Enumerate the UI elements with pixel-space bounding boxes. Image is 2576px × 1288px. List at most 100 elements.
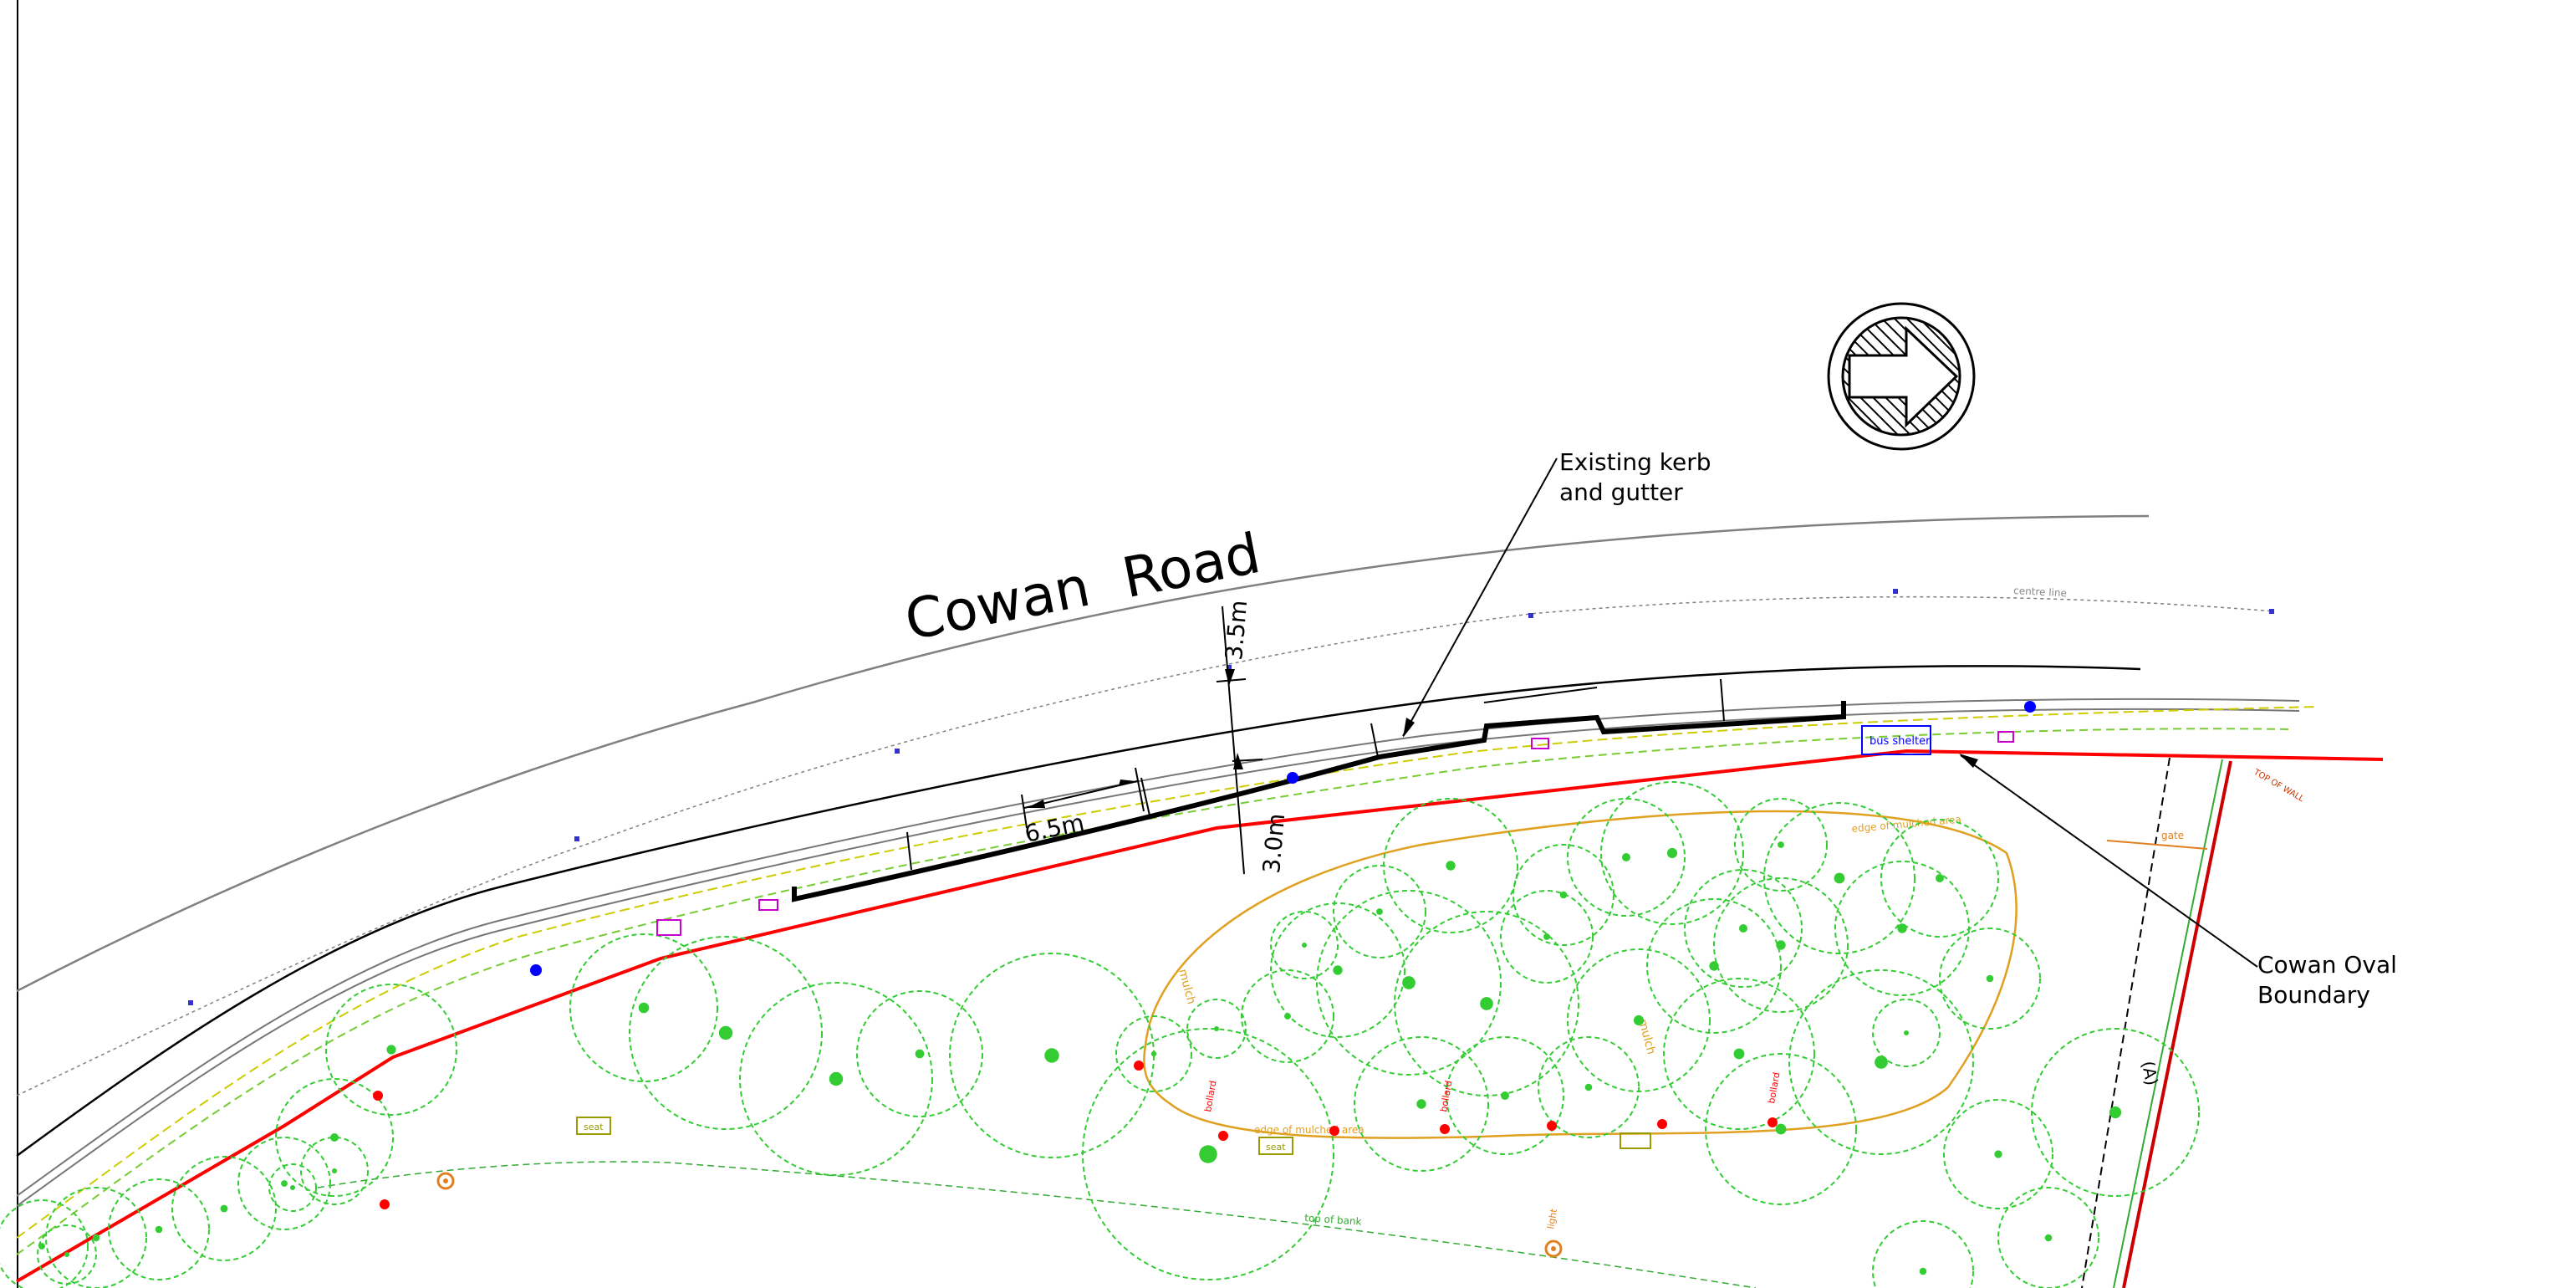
kerb-callout-1: Existing kerb <box>1559 448 1711 476</box>
tree-trunk <box>1834 872 1845 884</box>
tree-canopy <box>1538 1036 1640 1138</box>
bus-shelter-label: bus shelter <box>1870 735 1931 748</box>
seat-label-2: seat <box>1266 1142 1286 1153</box>
kerb-line-a <box>16 698 2300 1197</box>
tree-trunk <box>1284 1013 1291 1020</box>
tree-trunk <box>2044 1234 2053 1242</box>
lights <box>436 1172 1563 1258</box>
tree-canopy <box>1880 819 1999 938</box>
top-of-bank-label: top of bank <box>1304 1212 1362 1228</box>
edge-mulched-label: edge of mulched area <box>1254 1124 1365 1136</box>
edge-mulched-label-2: edge of mulched area <box>1851 814 1961 835</box>
gate-label: gate <box>2161 830 2184 841</box>
road-name: Cowan Road <box>900 521 1265 653</box>
tree-canopy <box>45 1187 147 1288</box>
tree-trunk <box>1919 1267 1927 1275</box>
tree-trunk <box>1150 1050 1157 1057</box>
top-of-bank <box>317 1161 1757 1288</box>
tree-canopy <box>1705 1053 1857 1205</box>
tree-canopy <box>268 1163 317 1212</box>
marker-a: (A) <box>2138 1060 2162 1087</box>
tree-trunk <box>290 1185 295 1190</box>
tree-canopy <box>1943 1099 2053 1209</box>
tree-canopy <box>37 1224 97 1285</box>
tree-canopy <box>1383 798 1518 933</box>
tree-canopy <box>1684 869 1803 988</box>
easement-line <box>2081 757 2170 1288</box>
bollard-label-3: bollard <box>1766 1071 1782 1105</box>
tree-trunk <box>1416 1099 1426 1109</box>
tree-canopy <box>569 933 718 1082</box>
tree-trunks <box>38 841 2122 1275</box>
kerb-line-b <box>16 708 2300 1207</box>
tree-trunk <box>1875 1055 1888 1069</box>
footpath-edge <box>16 706 2317 1239</box>
tree-trunk <box>1584 1083 1593 1091</box>
tree-trunk <box>332 1168 337 1173</box>
tree-canopy <box>1241 969 1334 1063</box>
road-far-edge <box>16 514 2150 993</box>
boundary-callout-1: Cowan Oval <box>2257 951 2397 979</box>
tree-canopy <box>739 982 933 1176</box>
tree-trunk <box>38 1243 45 1250</box>
tree-trunk <box>1622 853 1630 861</box>
tree-canopy <box>1872 999 1941 1067</box>
dimension-6-5m: 6.5m <box>1023 809 1087 848</box>
tree-canopy <box>275 1078 394 1197</box>
dimension-3-5m: 3.5m <box>1220 599 1252 661</box>
tree-canopy <box>1734 798 1828 892</box>
tree-trunk <box>1994 1150 2002 1158</box>
tree-canopy <box>1394 911 1579 1096</box>
bollard-label: bollard <box>1202 1080 1218 1113</box>
bus-shelter <box>1861 725 1931 755</box>
road-near-edge <box>16 665 2141 1158</box>
tree-canopy <box>1115 1015 1192 1092</box>
tree-canopy <box>1663 978 1815 1130</box>
tree-canopy <box>1788 969 1974 1155</box>
boundary-leader <box>1960 754 2258 968</box>
tree-trunk <box>915 1049 925 1059</box>
tree-trunk <box>829 1071 844 1086</box>
bollards <box>373 1061 1778 1209</box>
tree-trunk <box>1904 1030 1909 1035</box>
tree-canopy <box>2031 1028 2200 1197</box>
light-label: light <box>1545 1208 1559 1230</box>
dimension-arrows <box>1027 669 1243 808</box>
tree-canopy <box>1333 865 1426 958</box>
tree-trunk <box>1776 940 1786 950</box>
kerb-leader <box>1402 457 1558 737</box>
tree-trunk <box>220 1204 228 1213</box>
seat-2 <box>1258 1137 1293 1155</box>
fence-east <box>2113 759 2223 1288</box>
tree-trunk <box>64 1252 69 1257</box>
tree-canopy <box>1354 1036 1489 1172</box>
tree-trunk <box>1936 874 1944 882</box>
tree-trunk <box>1446 861 1456 871</box>
tree-trunk <box>1302 943 1307 948</box>
tree-trunk <box>155 1225 163 1234</box>
tree-canopy <box>237 1137 331 1230</box>
tree-trunk <box>1709 961 1719 971</box>
seat-1 <box>576 1117 611 1135</box>
gate <box>2106 840 2208 850</box>
bollard-label-2: bollard <box>1438 1080 1454 1113</box>
centre-line-label: centre line <box>2013 585 2067 599</box>
tree-trunk <box>1044 1048 1059 1063</box>
kerb-leader-arrow <box>1403 718 1415 738</box>
tree-trunk <box>2109 1106 2122 1119</box>
tree-trunk <box>92 1234 100 1242</box>
road-centre-line <box>16 595 2275 1096</box>
tree-canopy <box>629 936 823 1130</box>
tree-trunk <box>1559 891 1568 899</box>
tree-canopy <box>1713 877 1849 1013</box>
tree-trunk <box>638 1002 650 1014</box>
tree-trunk <box>1214 1026 1219 1031</box>
tree-trunk <box>330 1133 339 1142</box>
existing-kerb-gutter <box>792 701 1846 902</box>
tree-trunk <box>1480 997 1493 1010</box>
oval-boundary-east <box>2122 760 2232 1288</box>
mulch-label-1: mulch <box>1176 968 1198 1006</box>
tree-trunk <box>1778 841 1784 848</box>
tree-canopy <box>325 984 457 1116</box>
signs <box>656 731 2014 936</box>
